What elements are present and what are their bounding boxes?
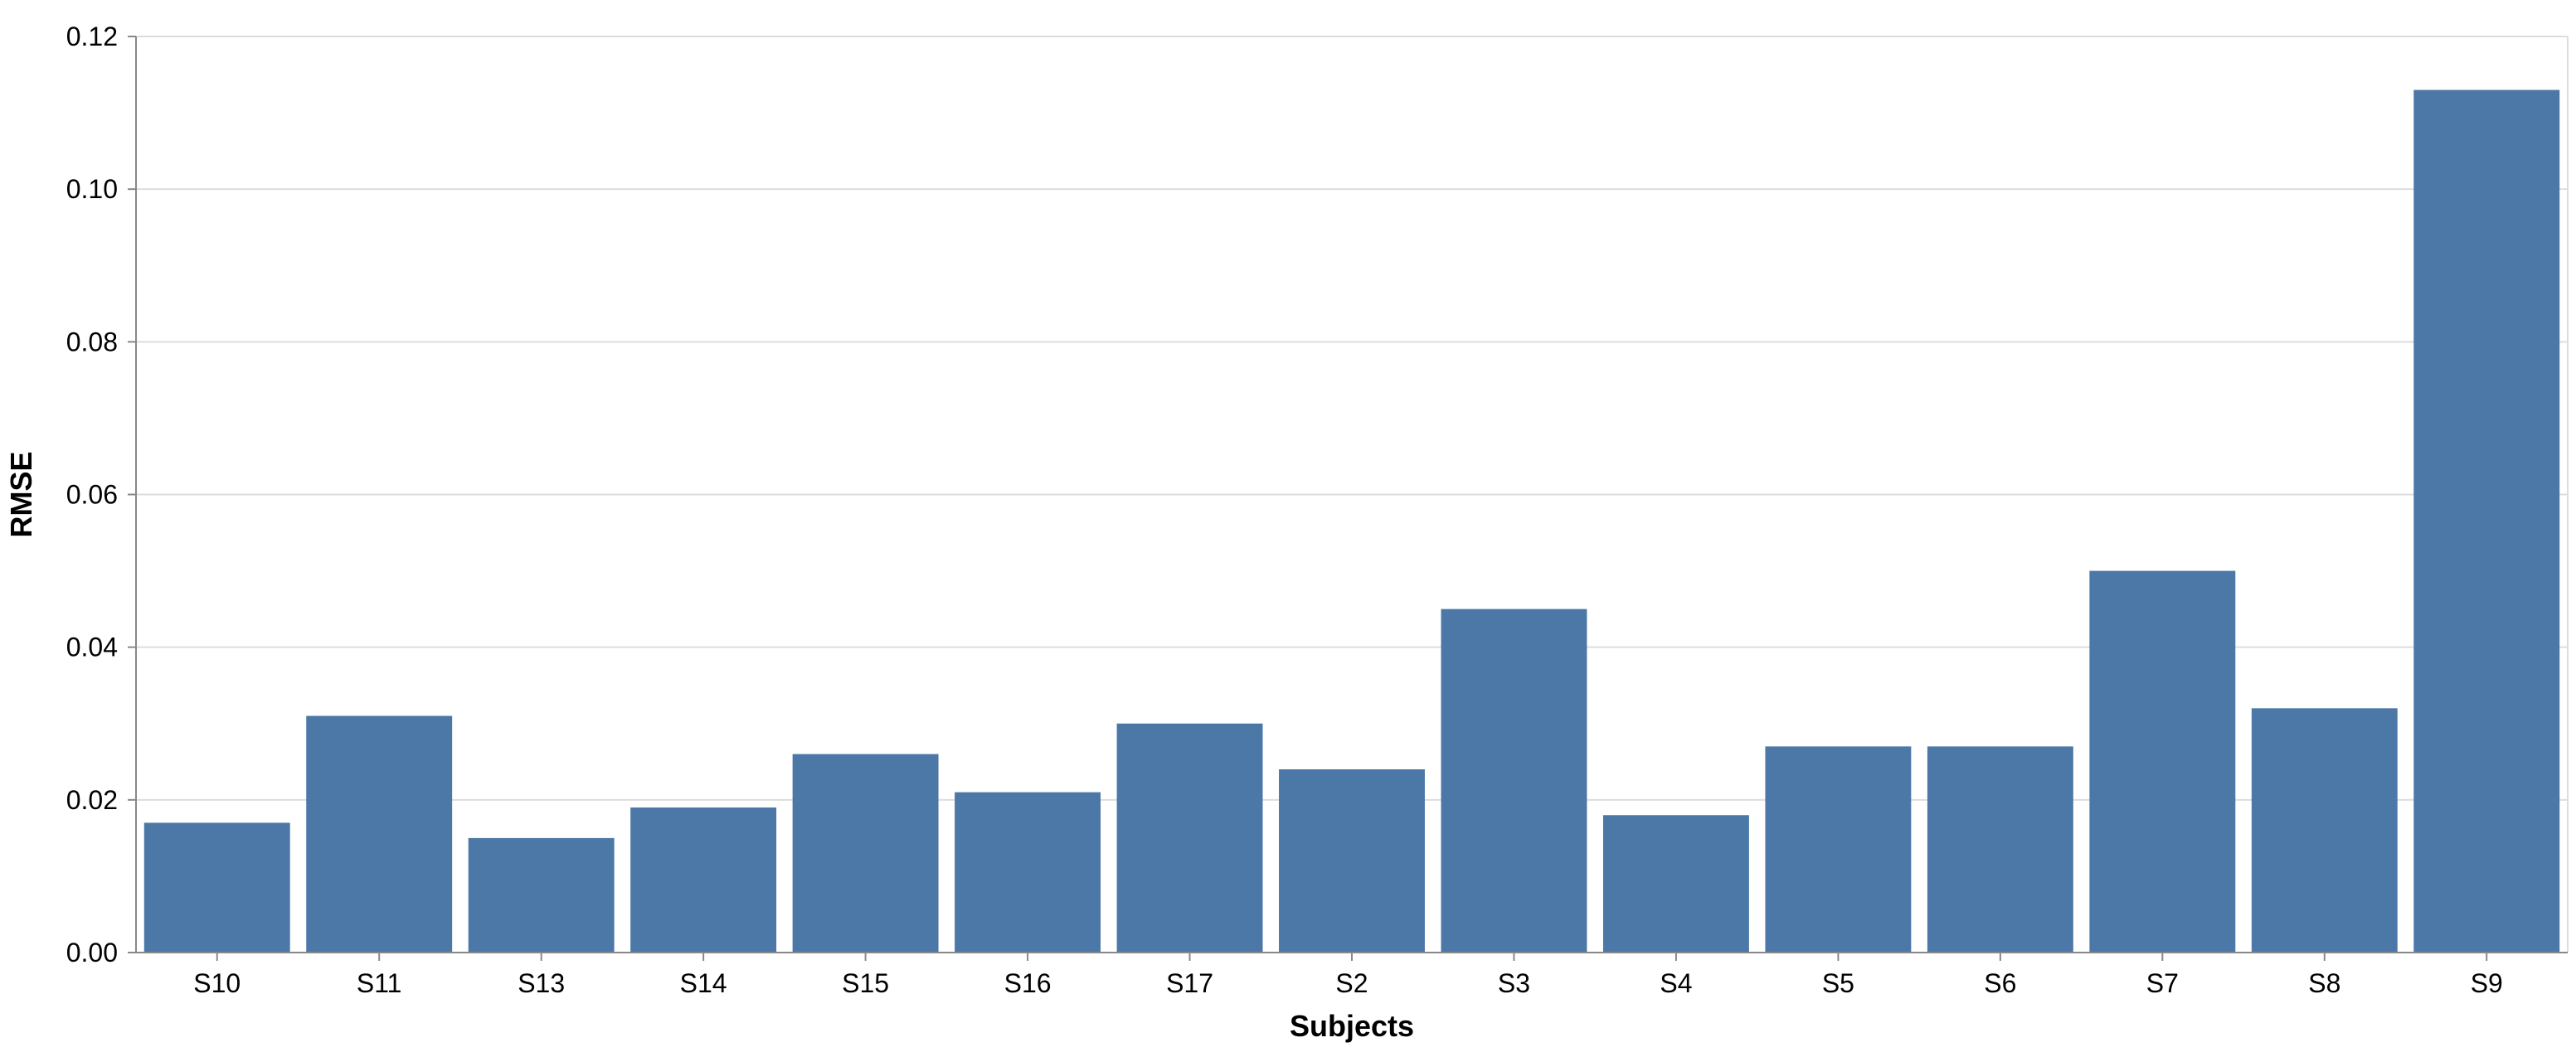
axis-labels: 0.00 0.02 0.04 0.06 0.08 0.10 0.12 S10 S11 S13 S14… xyxy=(66,22,2503,998)
bar-S2[interactable] xyxy=(1279,769,1425,953)
x-tick-label-S7: S7 xyxy=(2146,968,2179,998)
x-tick-label-S17: S17 xyxy=(1166,968,1213,998)
y-tick-label-5: 0.10 xyxy=(66,174,118,204)
x-tick-label-S4: S4 xyxy=(1660,968,1692,998)
bar-S13[interactable] xyxy=(468,837,615,953)
x-tick-label-S10: S10 xyxy=(193,968,241,998)
x-tick-label-S2: S2 xyxy=(1335,968,1368,998)
x-axis-title: Subjects xyxy=(1290,1009,1414,1043)
bar-S6[interactable] xyxy=(1927,746,2073,953)
x-tick-label-S5: S5 xyxy=(1822,968,1854,998)
axes xyxy=(128,36,2568,961)
y-tick-label-0: 0.00 xyxy=(66,938,118,967)
gridlines xyxy=(136,36,2569,953)
bar-S9[interactable] xyxy=(2413,90,2560,953)
y-tick-label-4: 0.08 xyxy=(66,327,118,356)
x-tick-label-S9: S9 xyxy=(2471,968,2503,998)
bar-S5[interactable] xyxy=(1765,746,1912,953)
y-tick-label-6: 0.12 xyxy=(66,22,118,51)
y-tick-label-3: 0.06 xyxy=(66,480,118,510)
bar-S8[interactable] xyxy=(2251,708,2398,953)
x-tick-label-S15: S15 xyxy=(842,968,889,998)
x-tick-label-S6: S6 xyxy=(1984,968,2016,998)
bar-S15[interactable] xyxy=(792,754,939,953)
y-tick-label-1: 0.02 xyxy=(66,785,118,815)
bar-S7[interactable] xyxy=(2089,570,2236,953)
bar-S14[interactable] xyxy=(630,807,777,953)
y-axis-title: RMSE xyxy=(4,451,38,537)
bar-S4[interactable] xyxy=(1602,815,1749,953)
bars xyxy=(143,90,2560,953)
y-tick-label-2: 0.04 xyxy=(66,633,118,662)
x-tick-label-S14: S14 xyxy=(680,968,727,998)
bar-S10[interactable] xyxy=(143,822,290,953)
x-tick-label-S16: S16 xyxy=(1004,968,1052,998)
x-tick-label-S13: S13 xyxy=(518,968,565,998)
bar-S16[interactable] xyxy=(955,792,1101,953)
x-tick-label-S3: S3 xyxy=(1498,968,1530,998)
x-tick-label-S8: S8 xyxy=(2308,968,2340,998)
bar-S3[interactable] xyxy=(1441,609,1587,953)
bar-S17[interactable] xyxy=(1116,723,1263,953)
x-tick-label-S11: S11 xyxy=(357,968,402,998)
bar-S11[interactable] xyxy=(306,715,453,953)
